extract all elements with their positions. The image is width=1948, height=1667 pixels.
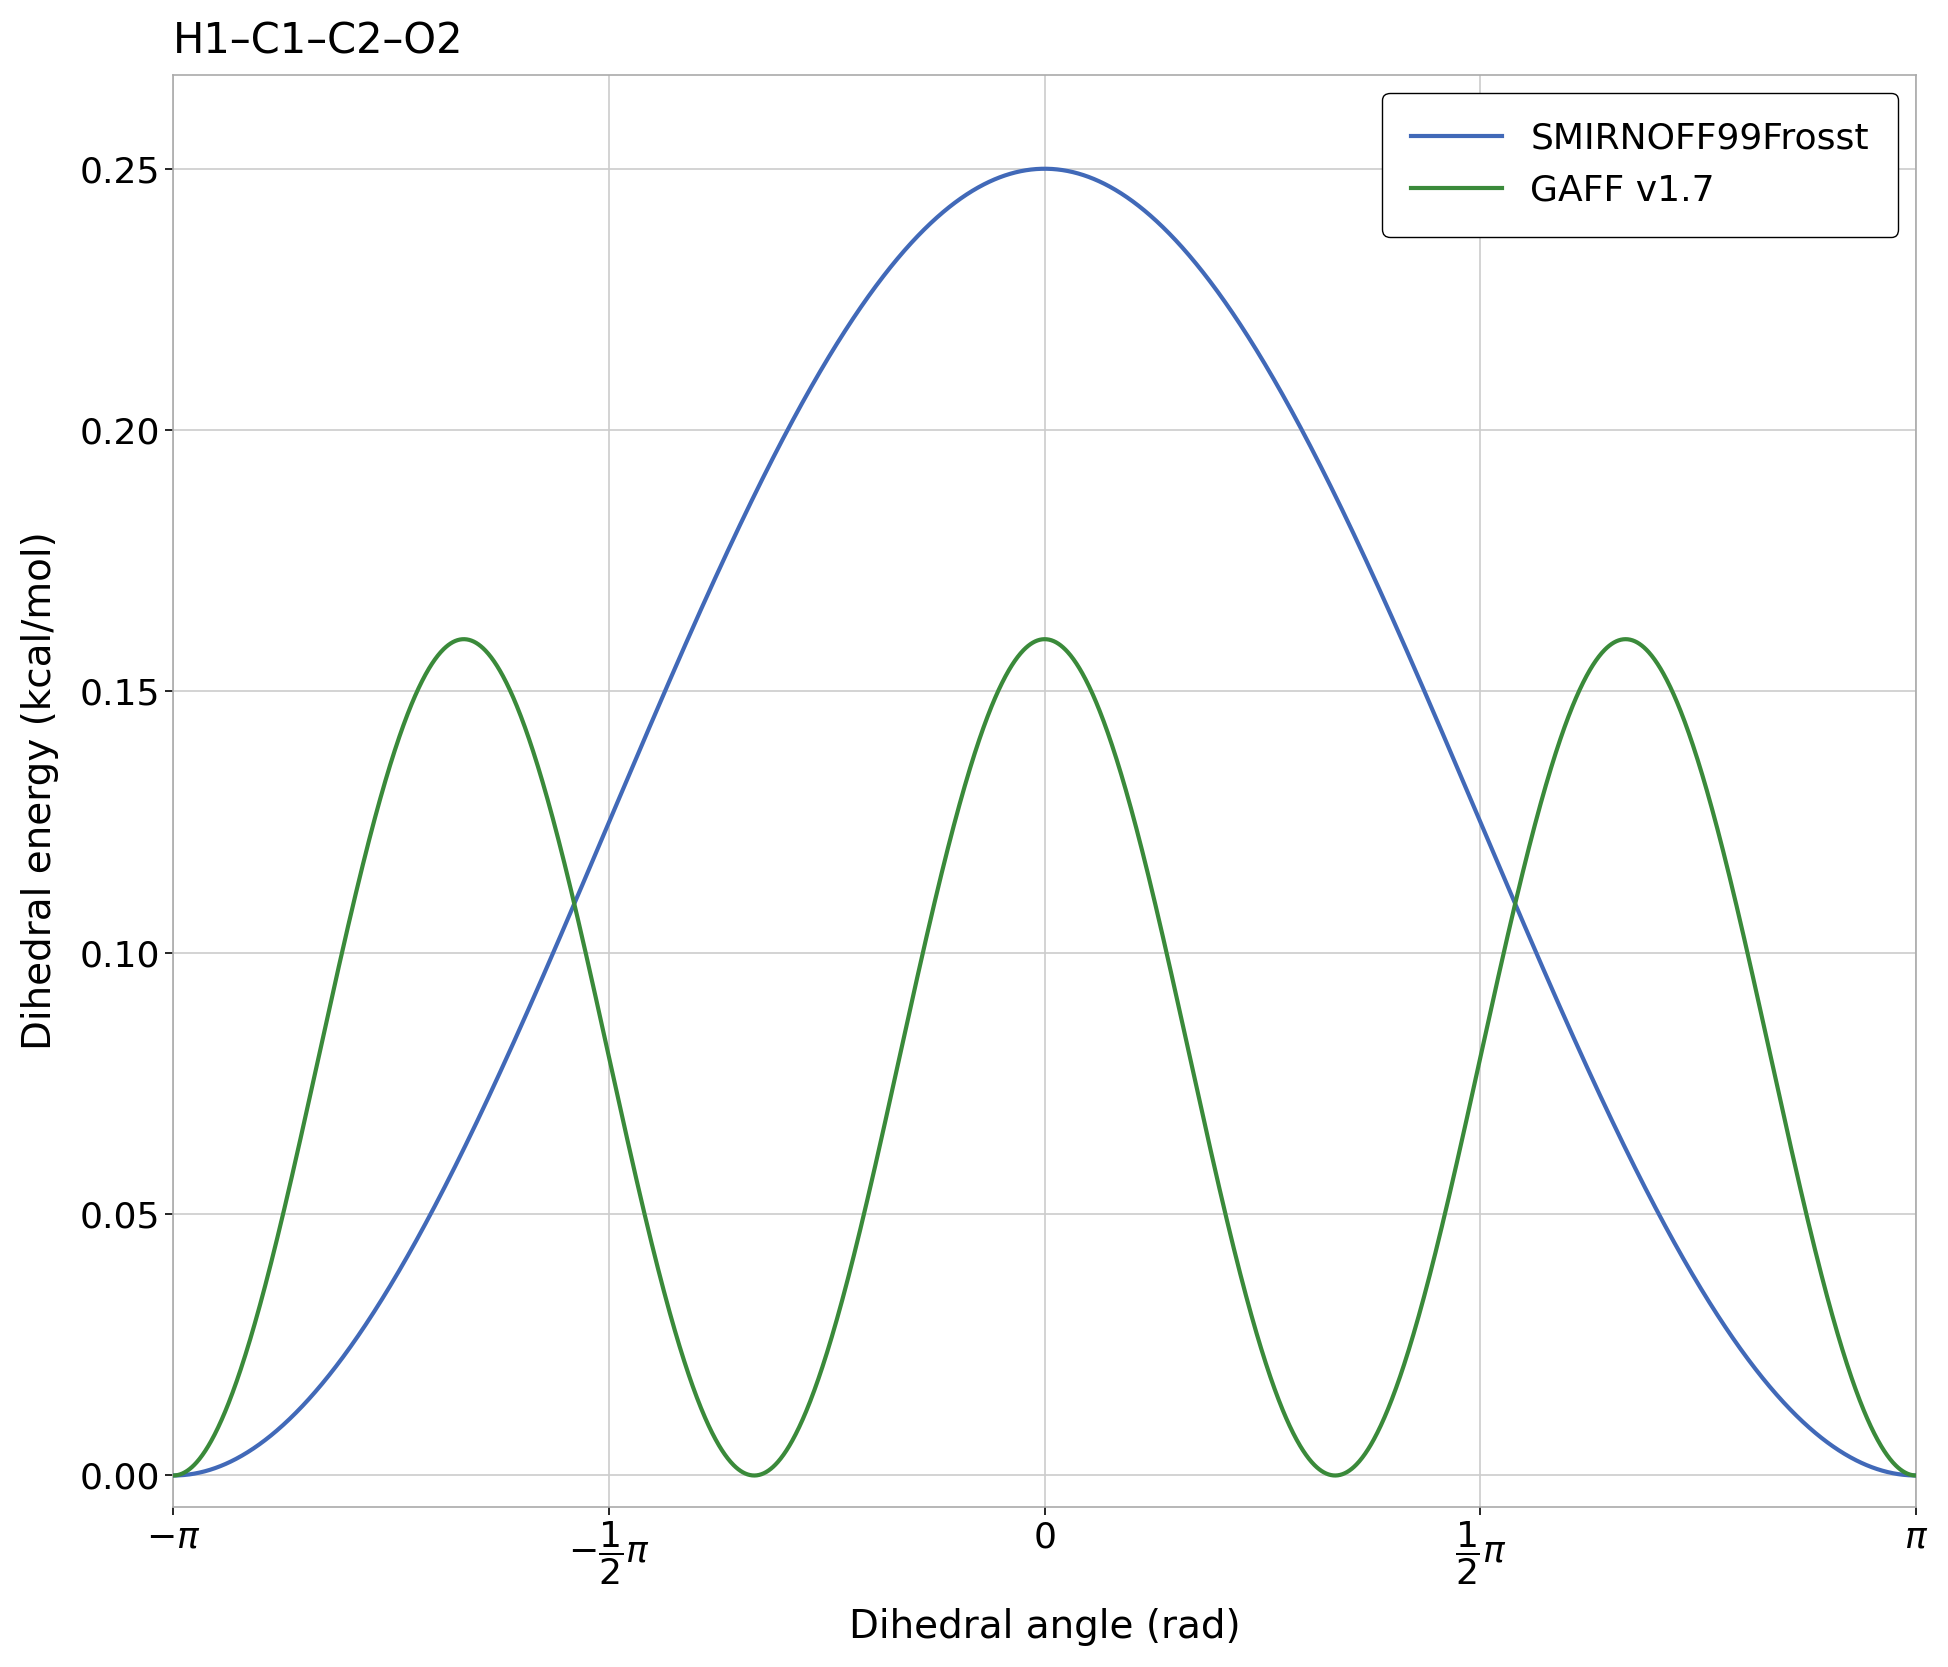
Y-axis label: Dihedral energy (kcal/mol): Dihedral energy (kcal/mol) [21,532,58,1050]
X-axis label: Dihedral angle (rad): Dihedral angle (rad) [849,1609,1239,1647]
GAFF v1.7 [1903,1465,1927,1485]
SMIRNOFF99Frosst [906,227,929,247]
GAFF v1.7 [162,1465,185,1485]
SMIRNOFF99Frosst [1903,1465,1927,1485]
Line: GAFF v1.7: GAFF v1.7 [173,638,1915,1475]
Line: SMIRNOFF99Frosst: SMIRNOFF99Frosst [173,168,1915,1475]
Text: H1–C1–C2–O2: H1–C1–C2–O2 [173,20,464,63]
SMIRNOFF99Frosst [1870,1460,1893,1480]
GAFF v1.7 [1870,1439,1893,1459]
GAFF v1.7 [906,965,929,985]
GAFF v1.7 [452,628,475,648]
GAFF v1.7 [360,818,384,839]
SMIRNOFF99Frosst [464,1115,487,1135]
Legend: SMIRNOFF99Frosst, GAFF v1.7: SMIRNOFF99Frosst, GAFF v1.7 [1381,93,1897,237]
SMIRNOFF99Frosst [830,327,853,347]
SMIRNOFF99Frosst [1032,158,1056,178]
GAFF v1.7 [1683,740,1706,760]
SMIRNOFF99Frosst [360,1305,384,1325]
GAFF v1.7 [464,633,487,653]
SMIRNOFF99Frosst [1683,1269,1706,1289]
SMIRNOFF99Frosst [162,1465,185,1485]
GAFF v1.7 [830,1290,853,1310]
